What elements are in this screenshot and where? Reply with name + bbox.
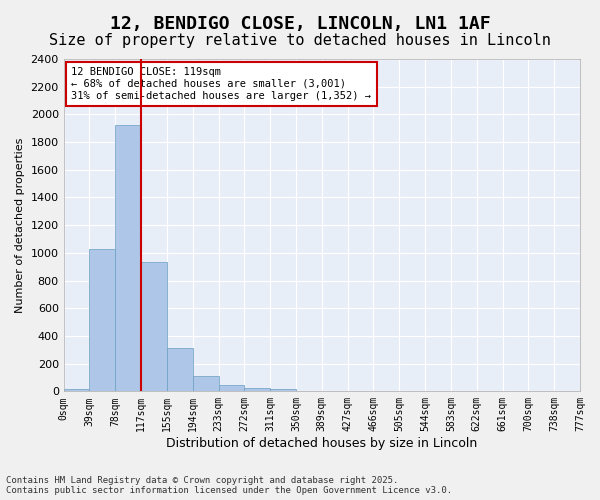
X-axis label: Distribution of detached houses by size in Lincoln: Distribution of detached houses by size … <box>166 437 478 450</box>
Bar <box>141 262 167 392</box>
Text: Size of property relative to detached houses in Lincoln: Size of property relative to detached ho… <box>49 32 551 48</box>
Bar <box>167 348 193 392</box>
Bar <box>89 250 115 392</box>
Bar <box>193 376 218 392</box>
Bar <box>64 390 89 392</box>
Bar <box>115 126 141 392</box>
Bar <box>244 388 270 392</box>
Y-axis label: Number of detached properties: Number of detached properties <box>15 138 25 313</box>
Text: 12 BENDIGO CLOSE: 119sqm
← 68% of detached houses are smaller (3,001)
31% of sem: 12 BENDIGO CLOSE: 119sqm ← 68% of detach… <box>71 68 371 100</box>
Bar <box>270 390 296 392</box>
Text: 12, BENDIGO CLOSE, LINCOLN, LN1 1AF: 12, BENDIGO CLOSE, LINCOLN, LN1 1AF <box>110 15 490 33</box>
Bar <box>218 385 244 392</box>
Text: Contains HM Land Registry data © Crown copyright and database right 2025.
Contai: Contains HM Land Registry data © Crown c… <box>6 476 452 495</box>
